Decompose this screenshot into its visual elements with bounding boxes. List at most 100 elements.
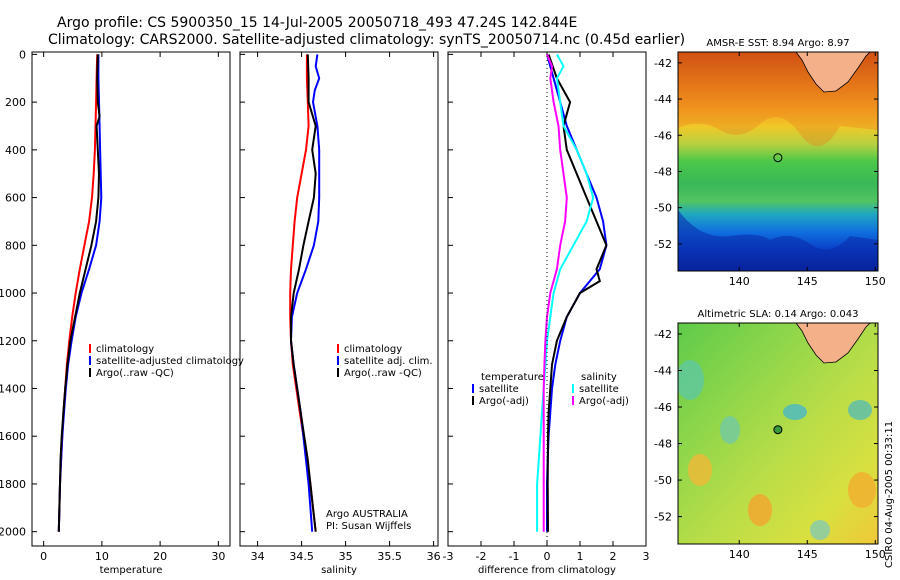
tasmania-landmass	[795, 323, 871, 364]
x-tick-label: 0	[40, 550, 47, 563]
sla-map-panel: Altimetric SLA: 0.14 Argo: 0.043 140 145 1…	[654, 309, 886, 561]
y-tick-label: 1800	[0, 478, 26, 491]
salinity-series-line	[289, 54, 321, 532]
x-tick-label: 34	[251, 550, 265, 563]
salinity-plot-frame	[239, 51, 439, 547]
x-tick-label: 20	[153, 550, 167, 563]
map-x-tick-label: 140	[729, 275, 750, 288]
legend-label: climatology	[96, 344, 154, 355]
sla-low-blob	[678, 360, 704, 400]
map-y-tick-label: -52	[654, 238, 672, 251]
x-tick-label: 36	[427, 550, 441, 563]
map-x-tick-label: 150	[865, 548, 886, 561]
map-x-tick-label: 145	[797, 548, 818, 561]
title-line-2: Climatology: CARS2000. Satellite-adjuste…	[48, 32, 685, 48]
temperature-series-line	[57, 54, 101, 532]
sla-low-blob	[783, 404, 807, 420]
map-y-tick-label: -42	[654, 57, 672, 70]
tasmania-landmass	[795, 52, 871, 93]
legend-label: satellite-adjusted climatology	[96, 356, 244, 367]
y-tick-label: 1600	[0, 430, 26, 443]
y-tick-label: 800	[5, 239, 26, 252]
y-tick-label: 200	[5, 96, 26, 109]
map-y-tick-label: -50	[654, 474, 672, 487]
legend-label: Argo(-adj)	[479, 396, 529, 407]
legend-label: Argo(..raw -QC)	[344, 368, 422, 379]
difference-panel: -3 -2 -1 0 1 2 3 difference from climatology tem…	[443, 51, 650, 576]
x-tick-label: 1	[577, 550, 584, 563]
legend-label: satellite	[479, 384, 519, 395]
difference-axis-label: difference from climatology	[478, 565, 616, 576]
salinity-axis-label: salinity	[321, 565, 357, 576]
sst-cold-band	[678, 210, 878, 271]
sst-map-axes: 140 145 150 -42 -44 -46 -48 -50 -52	[654, 52, 886, 288]
x-tick-label: 0	[544, 550, 551, 563]
map-y-tick-label: -48	[654, 165, 672, 178]
x-tick-label: 35.5	[377, 550, 402, 563]
y-tick-label: 600	[5, 192, 26, 205]
map-x-tick-label: 150	[865, 275, 886, 288]
x-tick-label: 10	[95, 550, 109, 563]
legend-label: Argo(..raw -QC)	[96, 368, 174, 379]
temperature-series-line	[57, 54, 99, 532]
sla-high-blob	[688, 454, 712, 486]
x-tick-label: 35	[339, 550, 353, 563]
legend-label: Argo(-adj)	[579, 396, 629, 407]
difference-series-line	[546, 54, 608, 532]
map-y-tick-label: -48	[654, 438, 672, 451]
credit-line-1: Argo AUSTRALIA	[326, 509, 408, 520]
x-tick-label: -2	[476, 550, 487, 563]
legend-label: satellite adj. clim.	[344, 356, 433, 367]
sla-map-title: Altimetric SLA: 0.14 Argo: 0.043	[698, 309, 859, 320]
temperature-panel: 0 10 20 30 0 200 400 600 800 1000 1200 1400 1600 1800…	[0, 48, 244, 576]
sla-high-blob	[748, 494, 772, 526]
sla-map-axes: 140 145 150 -42 -44 -46 -48 -50 -52	[654, 323, 886, 561]
y-tick-label: 2000	[0, 526, 26, 539]
temperature-axis-label: temperature	[100, 565, 163, 576]
sla-high-blob	[848, 472, 876, 508]
x-tick-label: 30	[211, 550, 225, 563]
legend-label: climatology	[344, 344, 402, 355]
credit-line-2: PI: Susan Wijffels	[326, 521, 411, 532]
sst-map-panel: AMSR-E SST: 8.94 Argo: 8.97 140 145 150 -42…	[654, 38, 886, 288]
map-y-tick-label: -44	[654, 93, 672, 106]
salinity-series-line	[290, 54, 317, 532]
sst-map-frame	[677, 51, 879, 272]
y-tick-label: 400	[5, 144, 26, 157]
title-line-1: Argo profile: CS 5900350_15 14-Jul-2005 …	[57, 15, 577, 31]
map-y-tick-label: -52	[654, 511, 672, 524]
temperature-plot-frame	[31, 51, 231, 547]
sst-map-title: AMSR-E SST: 8.94 Argo: 8.97	[706, 38, 849, 49]
sla-low-blob	[848, 400, 872, 420]
x-tick-label: 2	[610, 550, 617, 563]
difference-series-line	[546, 54, 608, 532]
x-tick-label: -1	[509, 550, 520, 563]
map-x-tick-label: 140	[729, 548, 750, 561]
difference-series-line	[542, 54, 568, 532]
difference-series-line	[536, 53, 595, 532]
map-y-tick-label: -44	[654, 364, 672, 377]
legend-label: satellite	[579, 384, 619, 395]
sla-map-frame	[677, 322, 879, 545]
sla-low-blob	[720, 416, 740, 444]
sla-float-marker	[773, 425, 783, 435]
map-y-tick-label: -42	[654, 328, 672, 341]
y-tick-label: 1000	[0, 287, 26, 300]
salinity-panel: 34 34.5 35 35.5 36 salinity climatologysatelli…	[239, 51, 441, 576]
x-tick-label: 3	[643, 550, 650, 563]
map-x-tick-label: 145	[797, 275, 818, 288]
legend-group-title: temperature	[481, 372, 544, 383]
map-y-tick-label: -46	[654, 129, 672, 142]
y-tick-label: 1200	[0, 335, 26, 348]
x-tick-label: 34.5	[289, 550, 314, 563]
sla-low-blob	[810, 520, 830, 540]
side-stamp: CSIRO 04-Aug-2005 00:33:11	[884, 421, 895, 568]
y-tick-label: 1400	[0, 382, 26, 395]
legend-group-title: salinity	[581, 372, 617, 383]
x-tick-label: -3	[443, 550, 454, 563]
map-y-tick-label: -46	[654, 401, 672, 414]
map-y-tick-label: -50	[654, 202, 672, 215]
sst-float-marker	[773, 153, 783, 163]
y-tick-label: 0	[19, 48, 26, 61]
